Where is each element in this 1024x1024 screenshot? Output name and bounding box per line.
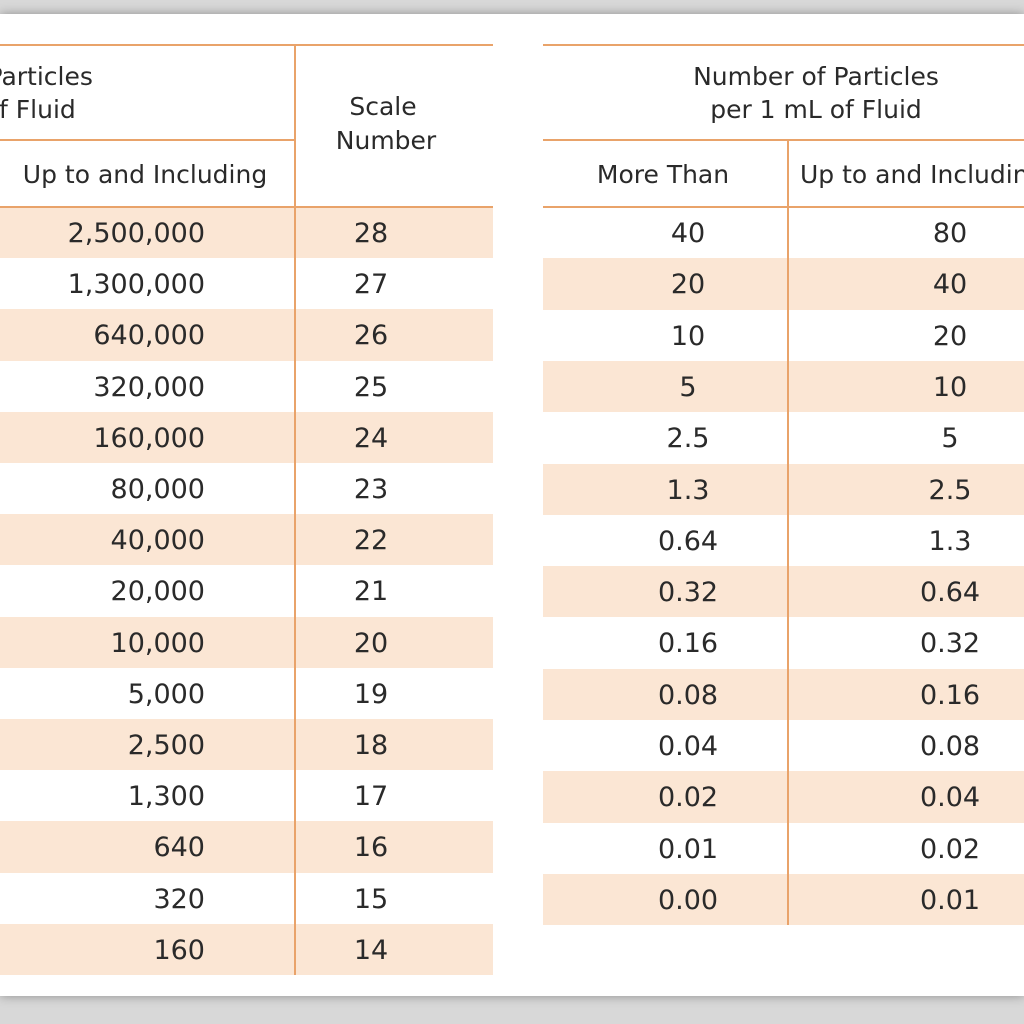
row-shade [0, 411, 493, 463]
rule [543, 44, 1024, 46]
cell: 1.3 [666, 474, 710, 506]
row-shade [0, 616, 493, 668]
row-shade [543, 668, 1024, 720]
row-shade [543, 463, 1024, 515]
cell: 640 [153, 832, 205, 864]
rule [0, 206, 493, 208]
rule [543, 139, 1024, 141]
cell: 0.01 [657, 833, 719, 865]
row-shade [0, 923, 493, 975]
cell: 0.64 [919, 577, 981, 609]
cell: 5 [941, 423, 959, 455]
cell: 28 [353, 218, 389, 249]
cell: 80,000 [110, 474, 205, 505]
header: per 1 mL of Fluid [710, 95, 922, 124]
cell: 23 [353, 474, 389, 505]
cell: 2.5 [666, 423, 710, 455]
cell: 40 [932, 269, 968, 301]
row-shade [543, 360, 1024, 413]
row-shade [0, 207, 493, 259]
cell: 10 [670, 320, 706, 352]
cell: 14 [353, 934, 389, 966]
cell: 17 [353, 781, 389, 813]
rule [543, 206, 1024, 208]
header: Scale [349, 92, 417, 121]
cell: 0.00 [657, 884, 719, 916]
cell: 0.16 [919, 679, 981, 711]
cell: 27 [353, 269, 389, 301]
row-shade [543, 258, 1024, 310]
row-shade [543, 566, 1024, 618]
cell: 40,000 [110, 525, 205, 557]
cell: 0.64 [657, 525, 719, 557]
row-shade [0, 821, 493, 873]
header: Up to and Including [800, 160, 1024, 189]
cell: 2,500,000 [67, 218, 205, 249]
cell: 0.16 [657, 628, 719, 660]
cell: 320 [153, 883, 205, 915]
cell: 0.08 [919, 731, 981, 762]
row-shade [0, 719, 493, 771]
cell: 0.04 [657, 731, 719, 762]
cell: 16 [353, 832, 389, 864]
cell: 160 [153, 934, 205, 966]
cell: 26 [353, 320, 389, 352]
header: per 1 mL of Fluid [0, 95, 76, 124]
cell: 5,000 [127, 678, 205, 710]
header: Number of Particles [693, 62, 939, 91]
cell: 19 [353, 678, 389, 710]
rule [0, 44, 493, 46]
table-panel: 2,500,000 28 1,300,000 27 640,000 26 320,000 25… [0, 14, 1024, 996]
header: More Than [596, 160, 730, 189]
row-shade [543, 771, 1024, 823]
header: Up to and Including [22, 160, 268, 189]
cell: 5 [679, 371, 697, 403]
cell: 0.32 [919, 628, 981, 660]
row-shade [0, 514, 493, 566]
header: Number of Particles [0, 62, 93, 91]
rule [0, 139, 295, 141]
cell: 25 [353, 371, 389, 403]
cell: 80 [932, 218, 968, 249]
cell: 1.3 [928, 525, 972, 557]
header: Number [335, 126, 437, 155]
cell: 40 [670, 218, 706, 249]
cell: 2,500 [127, 730, 205, 761]
cell: 1,300,000 [67, 269, 205, 301]
cell: 0.02 [919, 833, 981, 865]
cell: 160,000 [93, 422, 205, 454]
cell: 2.5 [928, 474, 972, 506]
cell: 0.32 [657, 577, 719, 609]
row-shade [543, 873, 1024, 926]
cell: 10,000 [110, 627, 205, 659]
cell: 21 [353, 576, 389, 608]
cell: 22 [353, 525, 389, 557]
cell: 0.08 [657, 679, 719, 711]
cell: 1,300 [127, 781, 205, 813]
cell: 0.02 [657, 782, 719, 814]
cell: 0.01 [919, 884, 981, 916]
cell: 20 [932, 320, 968, 352]
cell: 18 [353, 730, 389, 761]
cell: 20 [353, 627, 389, 659]
cell: 640,000 [93, 320, 205, 352]
cell: 15 [353, 883, 389, 915]
cell: 20,000 [110, 576, 205, 608]
cell: 10 [932, 371, 968, 403]
rule [294, 44, 296, 975]
cell: 24 [353, 422, 389, 454]
cell: 20 [670, 269, 706, 301]
cell: 320,000 [93, 371, 205, 403]
row-shade [0, 309, 493, 361]
cell: 0.04 [919, 782, 981, 814]
rule [787, 139, 789, 926]
